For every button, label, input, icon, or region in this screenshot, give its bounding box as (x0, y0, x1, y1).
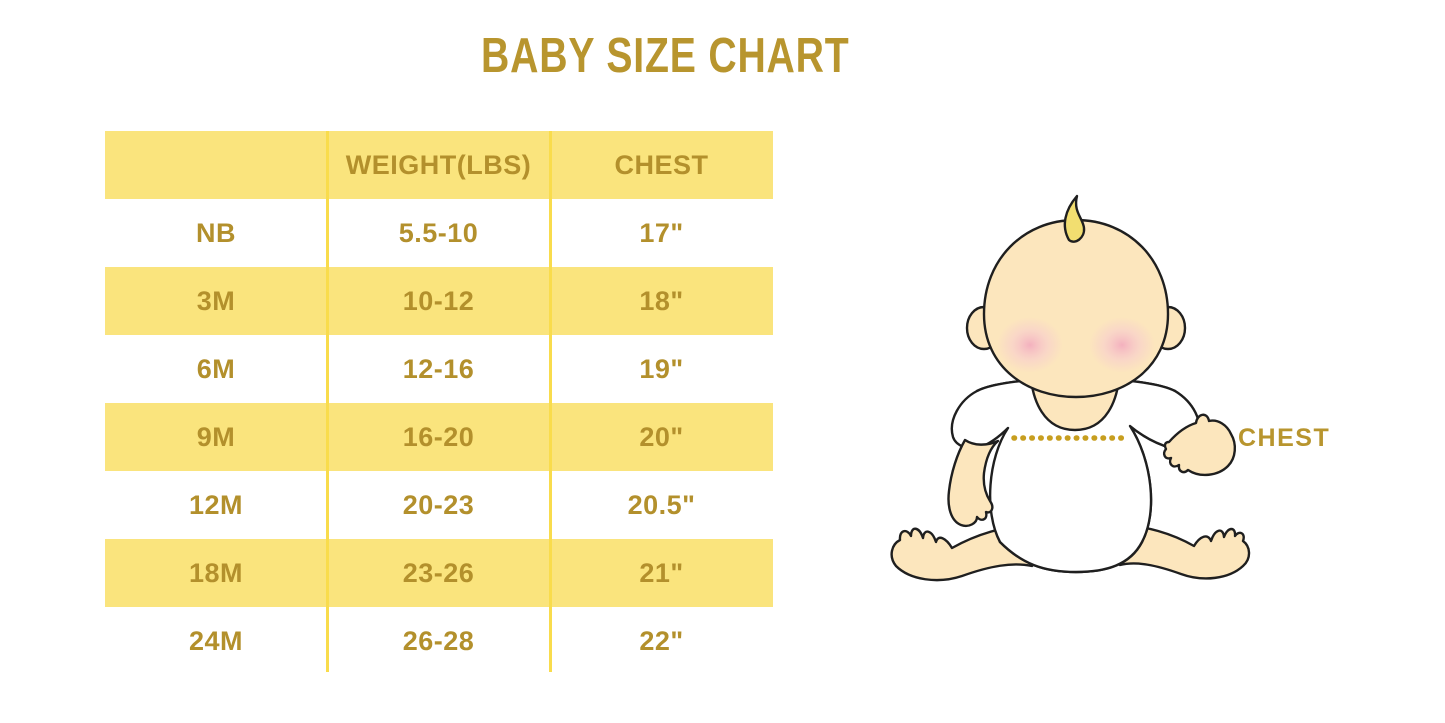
table-header-row: WEIGHT(LBS) CHEST (105, 131, 773, 199)
size-cell: NB (196, 217, 236, 248)
size-cell: 9M (196, 421, 236, 452)
weight-cell: 12-16 (402, 353, 475, 384)
chest-header-cell: CHEST (614, 149, 709, 180)
chest-measurement-label: CHEST (1238, 424, 1331, 452)
chest-cell: 20.5" (627, 489, 696, 520)
table-row: NB 5.5-10 17" (105, 199, 773, 267)
baby-right-fist (1163, 413, 1236, 477)
baby-right-blush (1089, 317, 1155, 373)
baby-left-blush (997, 317, 1063, 373)
weight-cell: 23-26 (402, 557, 475, 588)
table-row: 9M 16-20 20" (105, 403, 773, 471)
size-cell: 24M (188, 625, 244, 656)
chest-cell: 19" (639, 353, 684, 384)
size-cell: 6M (196, 353, 236, 384)
chest-cell: 18" (639, 285, 684, 316)
table-row: 6M 12-16 19" (105, 335, 773, 403)
column-divider-line (326, 131, 329, 672)
table-row: 3M 10-12 18" (105, 267, 773, 335)
page-title: BABY SIZE CHART (0, 30, 1330, 82)
baby-right-leg (1112, 523, 1251, 580)
weight-cell: 26-28 (402, 625, 475, 656)
chest-cell: 20" (639, 421, 684, 452)
table-row: 12M 20-23 20.5" (105, 471, 773, 539)
size-cell: 18M (188, 557, 244, 588)
chest-cell: 17" (639, 217, 684, 248)
baby-hair-tuft (1063, 194, 1086, 243)
chest-cell: 21" (639, 557, 684, 588)
baby-head (982, 218, 1170, 399)
table-row: 24M 26-28 22" (105, 607, 773, 675)
weight-cell: 20-23 (402, 489, 475, 520)
weight-cell: 16-20 (402, 421, 475, 452)
size-cell: 3M (196, 285, 236, 316)
size-header-cell (105, 131, 327, 199)
chest-cell: 22" (639, 625, 684, 656)
baby-left-arm (947, 438, 1000, 528)
weight-header-cell: WEIGHT(LBS) (345, 149, 532, 180)
size-table: WEIGHT(LBS) CHEST NB 5.5-10 17" 3M 10-12… (105, 131, 773, 675)
column-divider-line (549, 131, 552, 672)
page-title-text: BABY SIZE CHART (480, 29, 850, 83)
baby-illustration (890, 194, 1251, 582)
weight-cell: 5.5-10 (398, 217, 479, 248)
weight-cell: 10-12 (402, 285, 475, 316)
size-cell: 12M (188, 489, 244, 520)
table-row: 18M 23-26 21" (105, 539, 773, 607)
